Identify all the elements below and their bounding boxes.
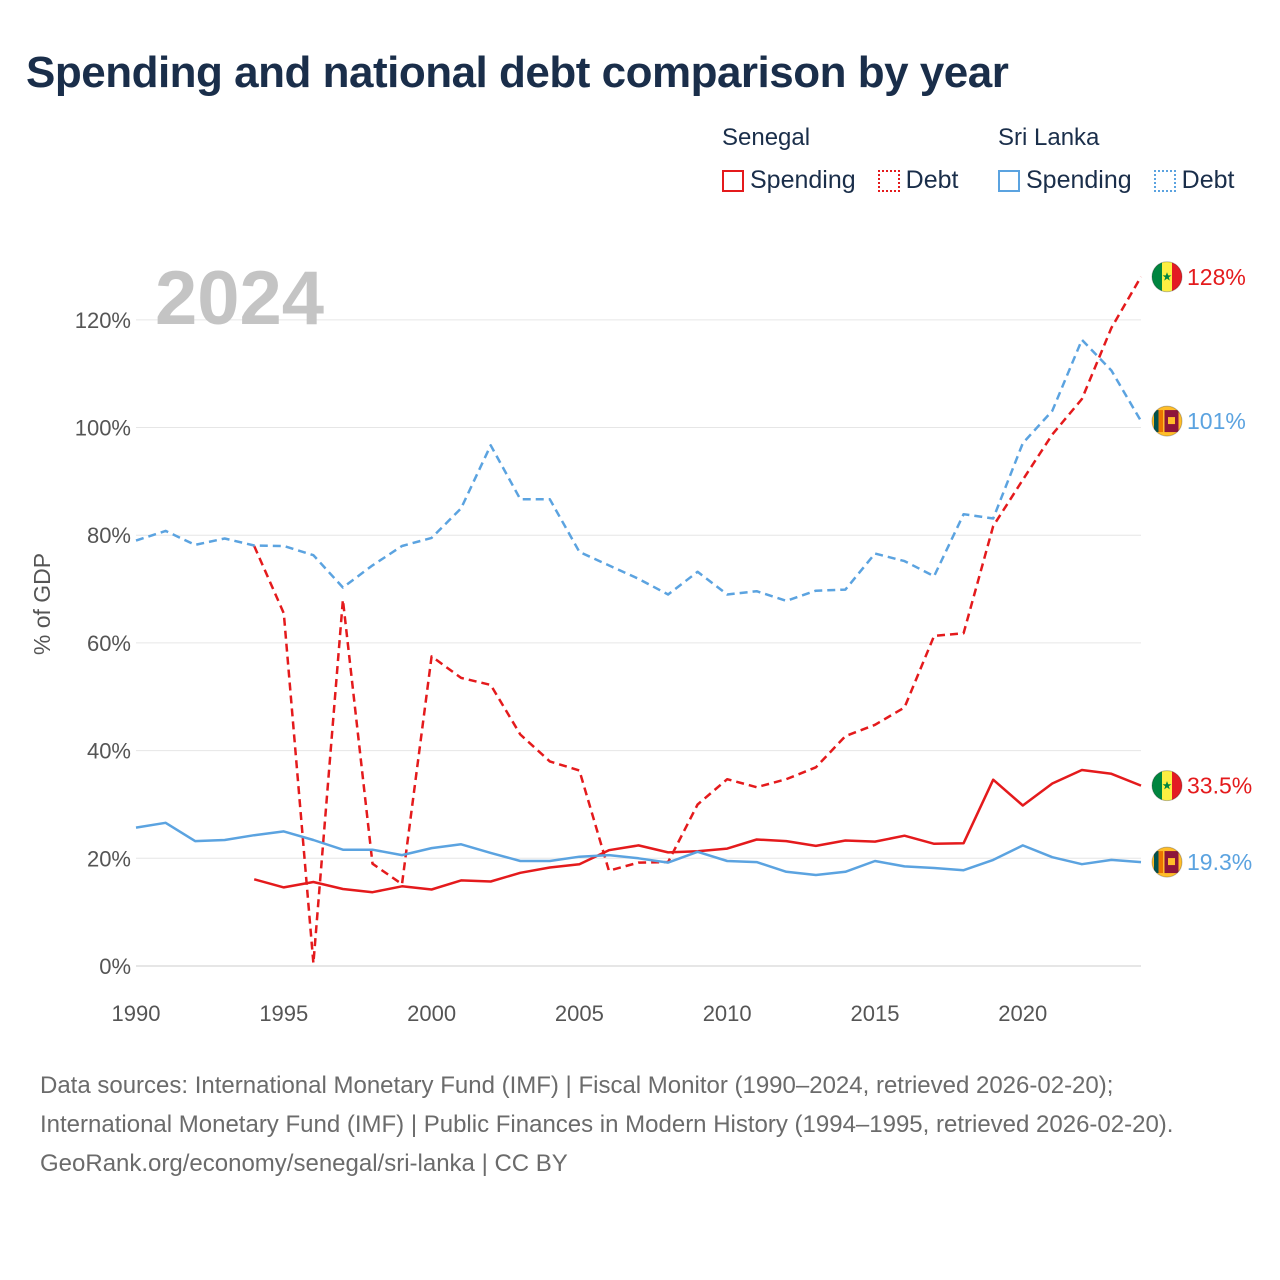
credit-link[interactable]: GeoRank.org/economy/senegal/sri-lanka | … — [40, 1150, 568, 1177]
legend-group-senegal: Senegal Spending Debt — [722, 124, 958, 195]
x-tick-label: 2020 — [998, 1001, 1047, 1026]
legend-item-label: Spending — [750, 166, 856, 194]
y-tick-label: 40% — [87, 739, 131, 764]
y-tick-label: 100% — [75, 416, 131, 441]
legend-item-label: Debt — [905, 166, 959, 194]
senegal-flag-icon — [1151, 261, 1183, 293]
y-tick-label: 20% — [87, 846, 131, 871]
sri-lanka-flag-icon — [1151, 846, 1183, 878]
senegal-flag-icon — [1151, 770, 1183, 802]
y-axis-label: % of GDP — [29, 553, 55, 655]
dotted-swatch-icon — [1153, 169, 1176, 192]
sri-lanka-flag-icon — [1151, 405, 1183, 437]
legend-country-label: Sri Lanka — [998, 124, 1100, 151]
x-tick-label: 1990 — [112, 1001, 161, 1026]
x-tick-label: 2015 — [850, 1001, 899, 1026]
solid-swatch-icon — [998, 169, 1020, 192]
y-tick-label: 80% — [87, 523, 131, 548]
legend-item-senegal-debt[interactable]: Debt — [877, 166, 959, 195]
series-line-senegal-debt[interactable] — [253, 276, 1143, 965]
series-line-sri-lanka-spending[interactable] — [135, 821, 1142, 877]
legend-group-sri-lanka: Sri Lanka Spending Debt — [998, 124, 1234, 195]
y-tick-label: 120% — [75, 308, 131, 333]
footer: Data sources: International Monetary Fun… — [40, 1066, 1240, 1183]
x-tick-label: 2010 — [703, 1001, 752, 1026]
legend-item-label: Spending — [1026, 166, 1132, 194]
x-tick-label: 1995 — [259, 1001, 308, 1026]
y-tick-label: 0% — [99, 954, 131, 979]
x-tick-label: 2005 — [555, 1001, 604, 1026]
chart-title: Spending and national debt comparison by… — [26, 48, 1009, 97]
legend-item-label: Debt — [1181, 166, 1235, 194]
solid-swatch-icon — [722, 169, 744, 192]
legend-item-sri-lanka-spending[interactable]: Spending — [998, 166, 1132, 195]
legend-item-senegal-spending[interactable]: Spending — [722, 166, 856, 195]
data-sources: Data sources: International Monetary Fun… — [40, 1072, 1174, 1138]
series-line-sri-lanka-debt[interactable] — [135, 338, 1143, 603]
legend-country-label: Senegal — [722, 124, 811, 151]
line-chart: 2024 0% 20% 40% 60% 80% 100% 120% 1990 1995 2000 2… — [29, 256, 1252, 1026]
end-value-label: 19.3% — [1187, 849, 1252, 875]
end-value-label: 101% — [1187, 408, 1246, 434]
y-tick-label: 60% — [87, 631, 131, 656]
legend-item-sri-lanka-debt[interactable]: Debt — [1153, 166, 1235, 195]
end-value-label: 128% — [1187, 264, 1246, 290]
year-watermark: 2024 — [155, 256, 324, 341]
x-tick-label: 2000 — [407, 1001, 456, 1026]
end-value-label: 33.5% — [1187, 773, 1252, 799]
dotted-swatch-icon — [877, 169, 900, 192]
